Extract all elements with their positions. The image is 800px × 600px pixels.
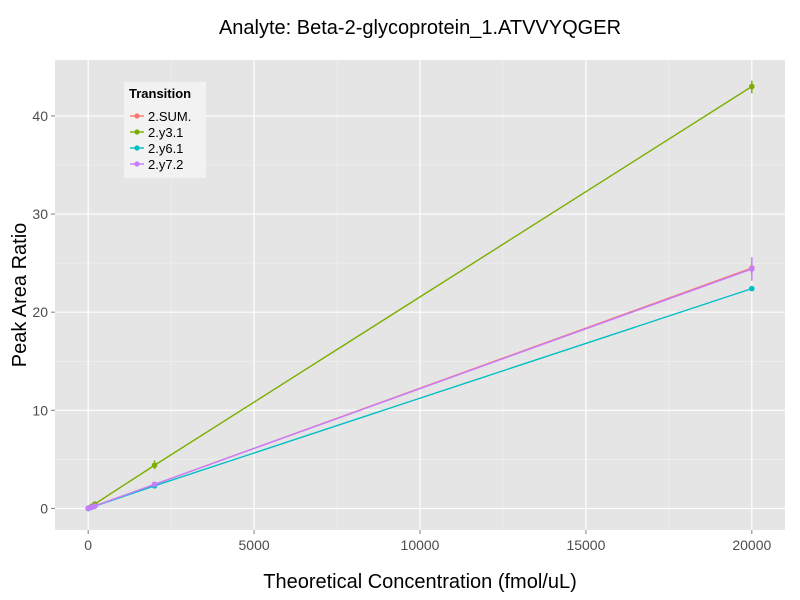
legend-label: 2.y3.1	[148, 125, 183, 140]
legend-label: 2.y6.1	[148, 141, 183, 156]
legend-key-point	[134, 161, 140, 167]
legend-key-point	[134, 129, 140, 135]
legend-label: 2.SUM.	[148, 109, 191, 124]
legend: Transition 2.SUM.2.y3.12.y6.12.y7.2	[124, 82, 206, 178]
data-point	[749, 285, 755, 292]
x-tick-label: 10000	[401, 537, 440, 553]
x-axis-title: Theoretical Concentration (fmol/uL)	[263, 571, 576, 593]
y-tick-label: 20	[32, 304, 48, 320]
y-tick-label: 30	[32, 206, 48, 222]
y-tick-label: 10	[32, 402, 48, 418]
series-2-y7-2	[85, 257, 755, 512]
legend-item: 2.y6.1	[129, 141, 183, 156]
x-tick-label: 20000	[732, 537, 771, 553]
series-layer	[85, 80, 755, 512]
legend-title: Transition	[129, 86, 191, 101]
data-point	[151, 462, 158, 469]
chart-title: Analyte: Beta-2-glycoprotein_1.ATVVYQGER	[219, 17, 621, 39]
legend-item: 2.y7.2	[129, 157, 183, 172]
legend-item: 2.y3.1	[129, 125, 183, 140]
data-point	[749, 266, 755, 272]
legend-item: 2.SUM.	[129, 109, 191, 124]
data-point	[151, 481, 158, 488]
legend-key-point	[134, 113, 140, 119]
y-axis-title: Peak Area Ratio	[9, 223, 31, 368]
data-point	[749, 83, 755, 90]
x-tick-label: 0	[84, 537, 92, 553]
x-tick-label: 5000	[239, 537, 270, 553]
legend-key-point	[134, 145, 140, 151]
x-axis: 0 5000 10000 15000 20000	[84, 530, 771, 553]
legend-label: 2.y7.2	[148, 157, 183, 172]
legend-items: 2.SUM.2.y3.12.y6.12.y7.2	[129, 109, 191, 172]
y-tick-label: 40	[32, 108, 48, 124]
data-point	[92, 503, 98, 509]
x-tick-label: 15000	[566, 537, 605, 553]
y-tick-label: 0	[40, 500, 48, 516]
y-axis: 0 10 20 30 40	[32, 108, 55, 516]
